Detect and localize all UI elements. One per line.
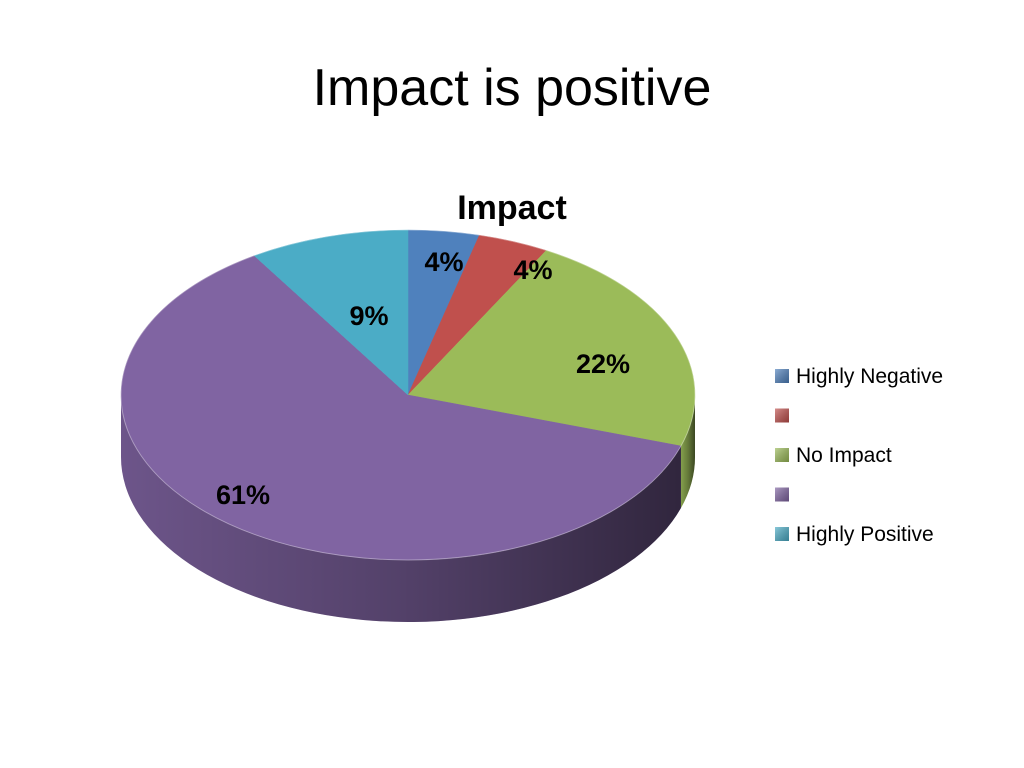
pie-slice-3[interactable] bbox=[120, 255, 682, 561]
legend-swatch-shade-4 bbox=[775, 527, 789, 541]
pie-slice-2[interactable] bbox=[407, 250, 696, 447]
legend-label-4: Highly Positive bbox=[796, 523, 934, 546]
pie-value-label-0: 4% bbox=[424, 247, 463, 277]
chart-legend: Highly Negative No Impact Highly Positive bbox=[775, 365, 943, 546]
legend-swatch-shade-1 bbox=[775, 408, 789, 423]
pie-top-layer bbox=[120, 229, 696, 561]
pie-rim bbox=[120, 229, 696, 561]
pie-value-label-2: 22% bbox=[576, 349, 630, 379]
pie-side-layer bbox=[121, 395, 695, 623]
legend-swatch-shade-3 bbox=[775, 487, 789, 502]
legend-label-0: Highly Negative bbox=[796, 365, 943, 388]
pie-slice-4[interactable] bbox=[253, 229, 409, 396]
pie-value-label-1: 4% bbox=[513, 255, 552, 285]
pie-value-label-3: 61% bbox=[216, 480, 270, 510]
pie-slice-side-shade-3 bbox=[121, 395, 681, 623]
legend-swatch-shade-2 bbox=[775, 448, 789, 462]
pie-slice-side-shade-2 bbox=[680, 395, 695, 508]
slide-title: Impact is positive bbox=[312, 59, 712, 117]
legend-swatch-shade-0 bbox=[775, 369, 789, 383]
chart-title: Impact bbox=[457, 189, 567, 227]
pie-label-layer: 4% 4% 22% 61% 9% bbox=[216, 247, 630, 510]
legend-label-2: No Impact bbox=[796, 444, 892, 467]
pie-value-label-4: 9% bbox=[349, 301, 388, 331]
